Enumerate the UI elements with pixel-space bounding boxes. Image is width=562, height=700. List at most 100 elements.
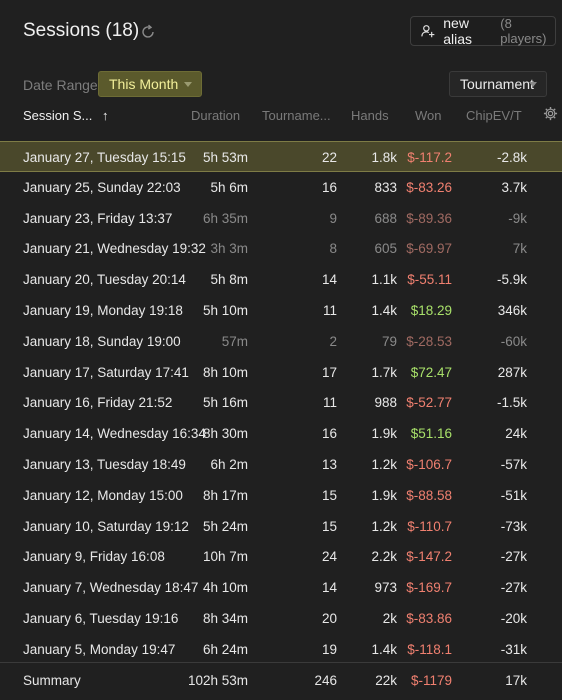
alias-player-count: (8 players) <box>500 16 547 46</box>
cell-tournaments: 15 <box>321 518 337 534</box>
cell-date: January 23, Friday 13:37 <box>23 210 173 226</box>
table-row[interactable]: January 19, Monday 19:18 5h 10m 11 1.4k $18.… <box>0 295 562 326</box>
chevron-down-icon <box>184 82 192 87</box>
table-row[interactable]: January 12, Monday 15:00 8h 17m 15 1.9k $-88… <box>0 480 562 511</box>
date-range-dropdown[interactable]: This Month <box>98 71 202 97</box>
cell-won: $-83.26 <box>406 179 452 195</box>
cell-chipev: -2.8k <box>496 150 527 165</box>
summary-row: Summary 102h 53m 246 22k $-1179 17k <box>0 665 562 696</box>
cell-tournaments: 24 <box>321 549 337 565</box>
cell-won: $18.29 <box>410 303 452 318</box>
cell-date: January 6, Tuesday 19:16 <box>23 611 179 626</box>
cell-duration: 3h 3m <box>210 241 248 257</box>
cell-tournaments: 16 <box>321 179 337 195</box>
summary-hands: 22k <box>375 673 397 688</box>
column-header-duration[interactable]: Duration <box>191 108 241 123</box>
cell-chipev: -31k <box>500 641 527 657</box>
cell-hands: 2k <box>382 611 397 626</box>
cell-won: $-147.2 <box>406 549 452 565</box>
table-row[interactable]: January 5, Monday 19:47 6h 24m 19 1.4k $-118… <box>0 634 562 665</box>
table-row[interactable]: January 9, Friday 16:08 10h 7m 24 2.2k $-147… <box>0 541 562 572</box>
cell-date: January 5, Monday 19:47 <box>23 641 176 657</box>
cell-duration: 5h 24m <box>202 518 248 534</box>
cell-won: $-118.1 <box>407 641 452 657</box>
date-range-label: Date Range <box>23 77 98 93</box>
cell-duration: 10h 7m <box>202 549 248 565</box>
cell-chipev: -20k <box>500 611 527 626</box>
table-row[interactable]: January 17, Saturday 17:41 8h 10m 17 1.7k $7… <box>0 357 562 388</box>
table-row[interactable]: January 20, Tuesday 20:14 5h 8m 14 1.1k $-55… <box>0 264 562 295</box>
cell-won: $-28.53 <box>406 333 452 349</box>
column-header-won[interactable]: Won <box>415 108 442 123</box>
cell-won: $-88.58 <box>406 487 452 503</box>
table-row[interactable]: January 6, Tuesday 19:16 8h 34m 20 2k $-83.8… <box>0 603 562 634</box>
cell-date: January 17, Saturday 17:41 <box>23 364 189 380</box>
cell-duration: 5h 10m <box>202 303 248 318</box>
cell-chipev: 24k <box>505 426 527 442</box>
cell-date: January 16, Friday 21:52 <box>23 395 173 411</box>
cell-tournaments: 14 <box>321 272 337 288</box>
cell-date: January 18, Sunday 19:00 <box>23 333 181 349</box>
cell-won: $-169.7 <box>406 580 452 596</box>
cell-duration: 8h 34m <box>202 611 248 626</box>
gear-icon[interactable] <box>543 106 558 121</box>
cell-won: $-69.97 <box>406 241 452 257</box>
cell-tournaments: 20 <box>321 611 337 626</box>
cell-chipev: -5.9k <box>496 272 527 288</box>
cell-duration: 5h 8m <box>210 272 248 288</box>
column-header-hands[interactable]: Hands <box>351 108 389 123</box>
table-row[interactable]: January 27, Tuesday 15:15 5h 53m 22 1.8k $-1… <box>0 141 562 172</box>
table-row[interactable]: January 13, Tuesday 18:49 6h 2m 13 1.2k $-10… <box>0 449 562 480</box>
cell-won: $-55.11 <box>407 272 452 288</box>
cell-duration: 6h 35m <box>202 210 248 226</box>
table-row[interactable]: January 25, Sunday 22:03 5h 6m 16 833 $-83.2… <box>0 172 562 203</box>
cell-won: $-89.36 <box>406 210 452 226</box>
cell-chipev: -9k <box>508 210 527 226</box>
column-header-session[interactable]: Session S... ↑ <box>23 108 109 126</box>
cell-date: January 12, Monday 15:00 <box>23 487 183 503</box>
table-row[interactable]: January 10, Saturday 19:12 5h 24m 15 1.2k $-… <box>0 511 562 542</box>
cell-duration: 5h 6m <box>210 179 248 195</box>
cell-chipev: -57k <box>500 457 527 472</box>
cell-chipev: -60k <box>500 333 527 349</box>
sort-ascending-icon: ↑ <box>102 108 109 123</box>
cell-tournaments: 16 <box>321 426 337 442</box>
cell-tournaments: 8 <box>329 241 337 257</box>
cell-won: $-110.7 <box>407 518 452 534</box>
cell-duration: 57m <box>221 333 248 349</box>
table-row[interactable]: January 7, Wednesday 18:47 4h 10m 14 973 $-1… <box>0 572 562 603</box>
cell-date: January 21, Wednesday 19:32 <box>23 241 206 257</box>
cell-duration: 8h 30m <box>202 426 248 442</box>
cell-chipev: -1.5k <box>496 395 527 411</box>
cell-hands: 1.7k <box>371 364 397 380</box>
table-row[interactable]: January 23, Friday 13:37 6h 35m 9 688 $-89.3… <box>0 203 562 234</box>
cell-won: $-83.86 <box>406 611 452 626</box>
column-header-tournaments[interactable]: Tourname... <box>262 108 331 123</box>
new-alias-button[interactable]: new alias (8 players) <box>410 15 556 47</box>
cell-won: $72.47 <box>410 364 452 380</box>
cell-hands: 1.9k <box>371 426 397 442</box>
cell-tournaments: 14 <box>321 580 337 596</box>
cell-hands: 79 <box>381 333 397 349</box>
cell-duration: 8h 17m <box>202 487 248 503</box>
cell-chipev: -73k <box>500 518 527 534</box>
cell-won: $51.16 <box>410 426 452 442</box>
cell-chipev: 287k <box>497 364 527 380</box>
game-type-value: Tournament <box>460 76 534 92</box>
cell-tournaments: 9 <box>329 210 337 226</box>
summary-won: $-1179 <box>410 673 452 688</box>
refresh-icon[interactable] <box>140 24 156 40</box>
cell-hands: 833 <box>374 179 397 195</box>
column-header-chipev[interactable]: ChipEV/T <box>466 108 522 123</box>
table-row[interactable]: January 16, Friday 21:52 5h 16m 11 988 $-52.… <box>0 387 562 418</box>
cell-hands: 1.8k <box>371 150 397 165</box>
cell-date: January 20, Tuesday 20:14 <box>23 272 186 288</box>
cell-hands: 973 <box>374 580 397 596</box>
table-row[interactable]: January 21, Wednesday 19:32 3h 3m 8 605 $-69… <box>0 233 562 264</box>
table-row[interactable]: January 18, Sunday 19:00 57m 2 79 $-28.53 -60… <box>0 326 562 357</box>
cell-won: $-52.77 <box>406 395 452 411</box>
table-row[interactable]: January 14, Wednesday 16:34 8h 30m 16 1.9k $… <box>0 418 562 449</box>
cell-chipev: -27k <box>500 580 527 596</box>
new-alias-label: new alias <box>443 15 473 47</box>
game-type-dropdown[interactable]: Tournament <box>449 71 547 97</box>
